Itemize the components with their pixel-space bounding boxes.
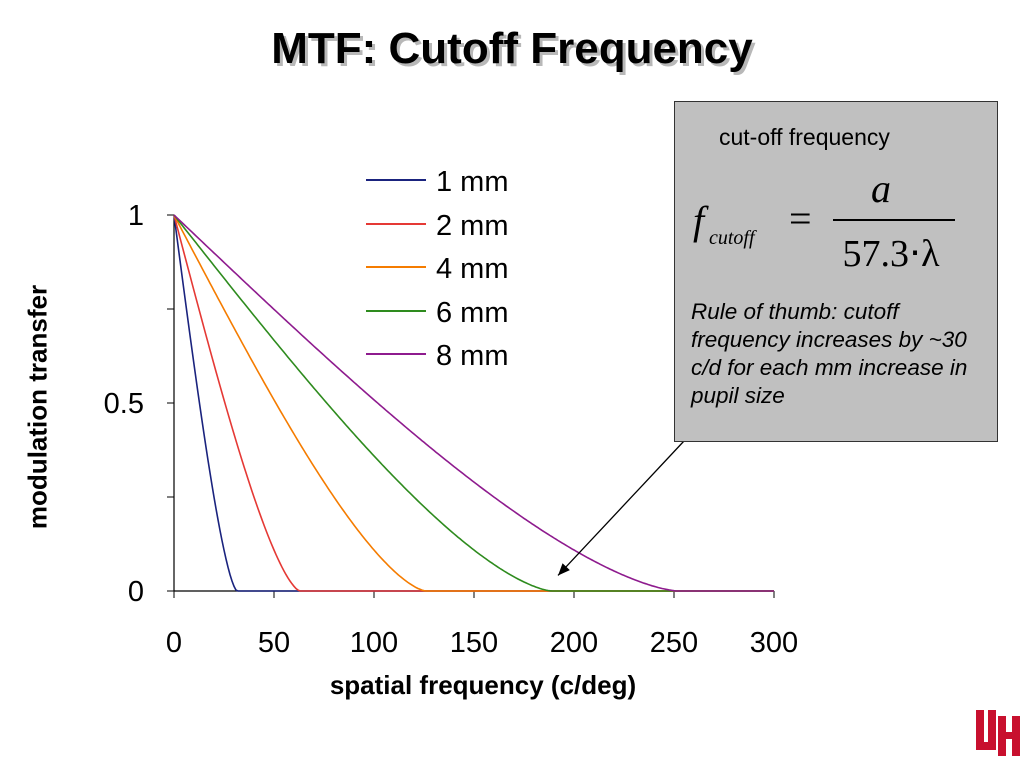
legend-label-6mm: 6 mm <box>436 296 509 329</box>
x-tick-label: 200 <box>550 627 598 659</box>
annotation-box: cut-off frequency f cutoff = a 57.3⋅λ Ru… <box>674 101 998 442</box>
series-line-8mm <box>173 214 774 592</box>
x-tick-label: 300 <box>750 627 798 659</box>
legend-label-2mm: 2 mm <box>436 209 509 242</box>
x-tick-label: 100 <box>350 627 398 659</box>
cutoff-formula: f cutoff = a 57.3⋅λ <box>693 172 955 275</box>
formula-subscript: cutoff <box>709 227 757 249</box>
formula-f: f <box>693 198 709 243</box>
x-tick-label: 0 <box>166 627 182 659</box>
y-tick-label: 1 <box>128 200 144 232</box>
formula-denominator: 57.3⋅λ <box>842 233 940 275</box>
legend-swatch-2mm <box>366 222 426 225</box>
uh-logo-icon <box>976 710 1020 756</box>
legend-swatch-8mm <box>366 353 426 355</box>
y-tick-label: 0.5 <box>104 388 144 420</box>
x-tick-label: 50 <box>258 627 290 659</box>
y-axis-label: modulation transfer <box>22 284 53 530</box>
legend-swatch-4mm <box>366 266 426 268</box>
x-tick-label: 150 <box>450 627 498 659</box>
legend-swatch-1mm <box>366 179 426 181</box>
page-title: MTF: Cutoff Frequency <box>271 24 753 73</box>
y-tick-label: 0 <box>128 576 144 608</box>
x-axis-label: spatial frequency (c/deg) <box>329 670 637 700</box>
x-tick-label: 250 <box>650 627 698 659</box>
formula-equals: = <box>789 196 812 241</box>
formula-numerator: a <box>871 172 891 211</box>
legend-label-4mm: 4 mm <box>436 253 509 285</box>
annotation-arrow-head <box>558 563 570 576</box>
annotation-heading: cut-off frequency <box>719 124 890 150</box>
legend-label-1mm: 1 mm <box>436 166 509 198</box>
rule-of-thumb-text: Rule of thumb: cutoff frequency increase… <box>691 299 968 408</box>
annotation-arrow-line <box>557 440 685 576</box>
legend-swatch-6mm <box>366 309 426 312</box>
legend-label-8mm: 8 mm <box>436 340 509 372</box>
